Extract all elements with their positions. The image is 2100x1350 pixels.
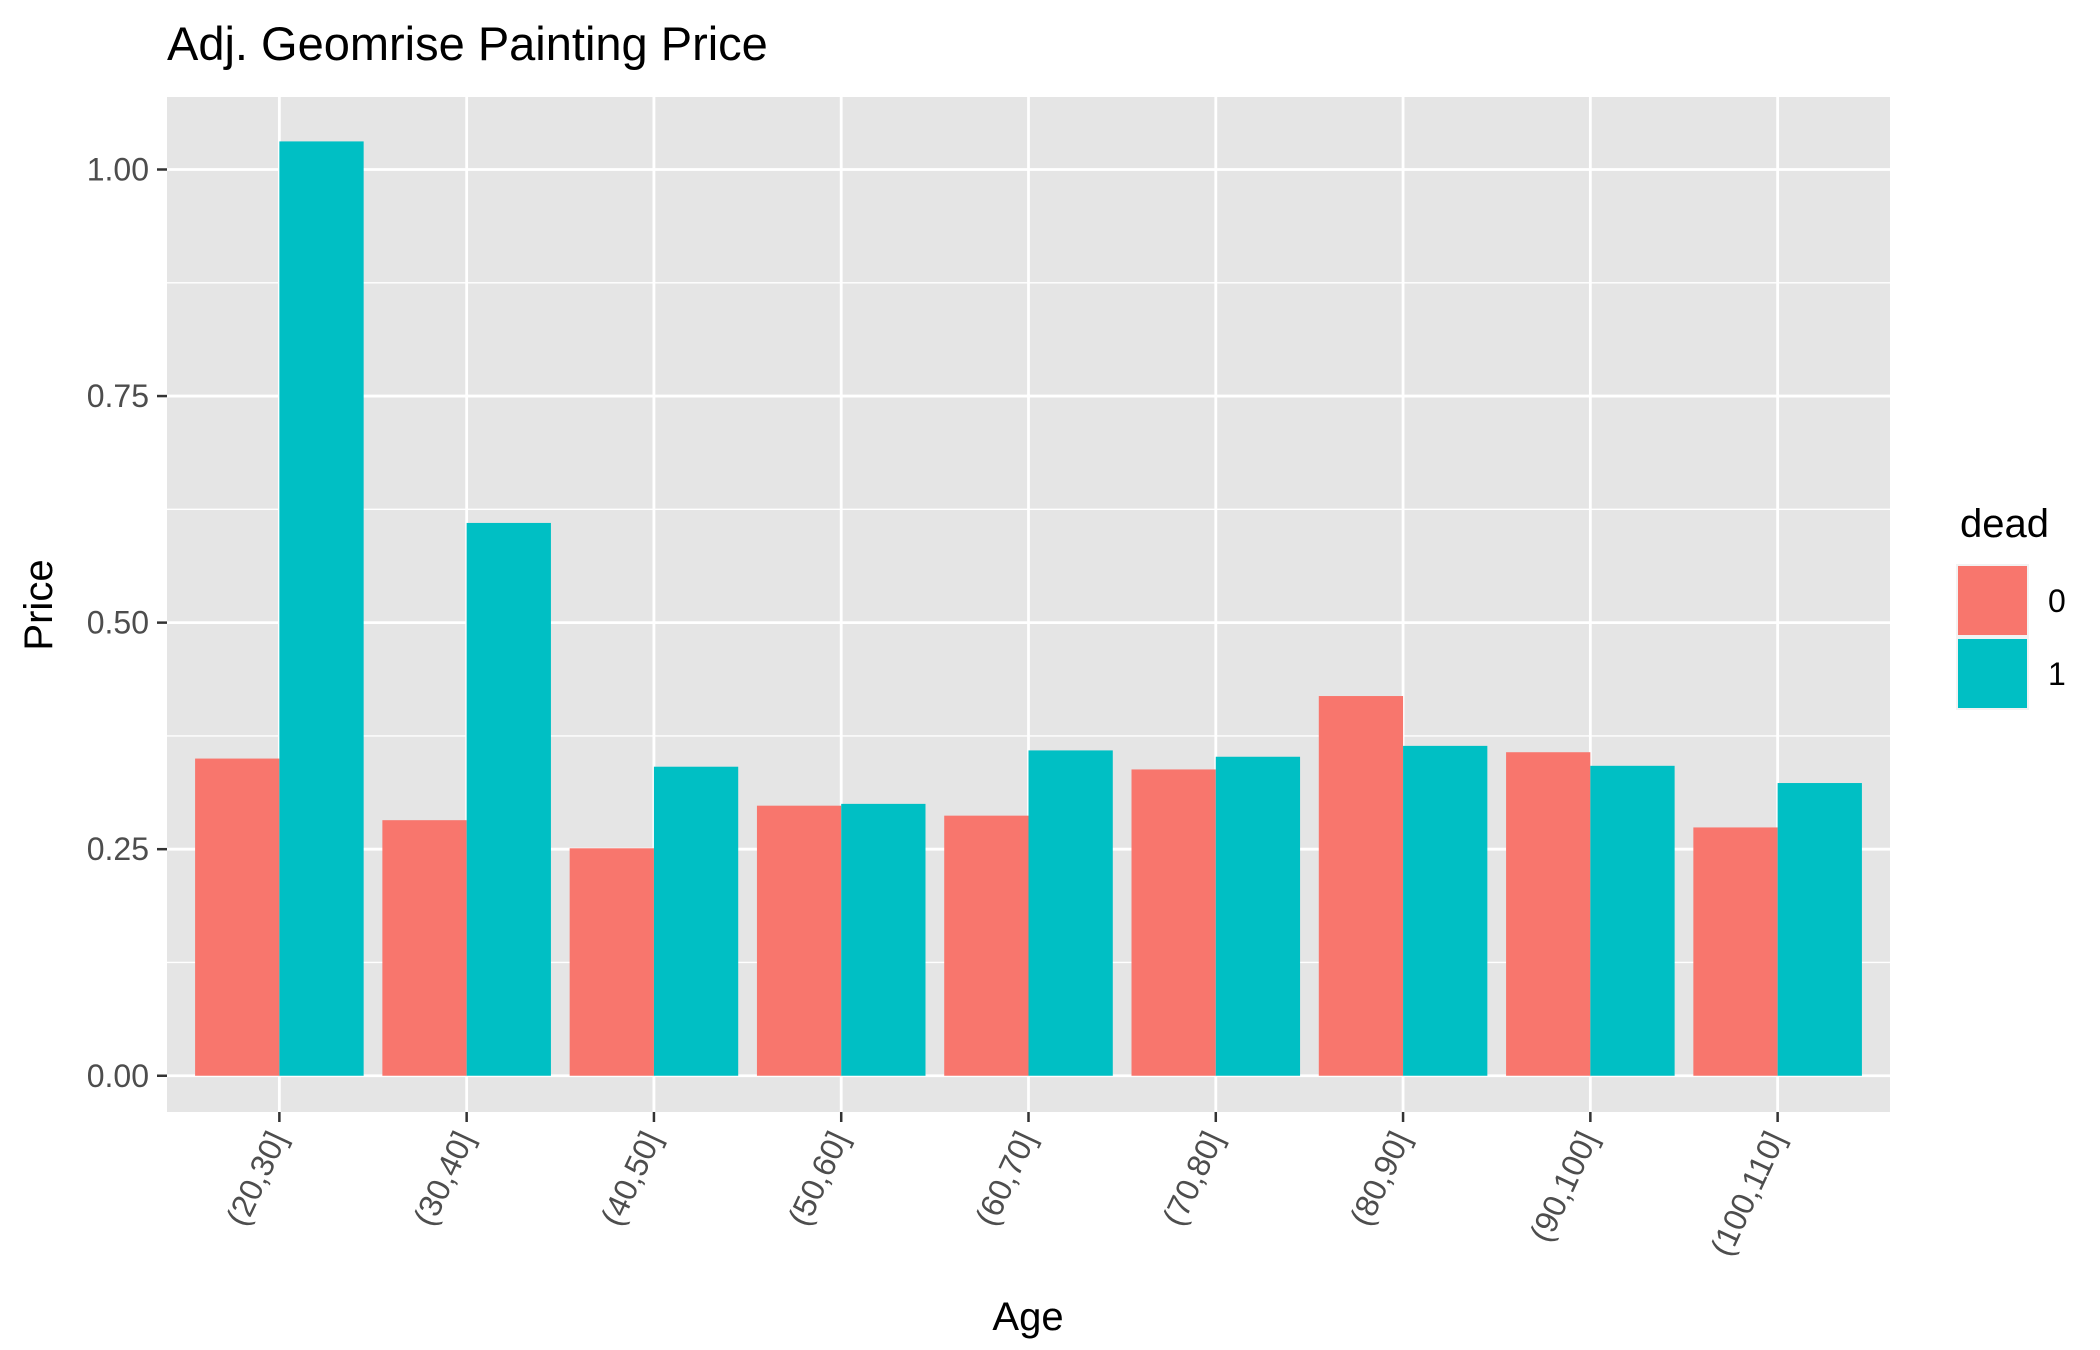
bar-series-1-8 (1777, 783, 1862, 1076)
bar-series-1-7 (1590, 765, 1675, 1076)
x-axis-title: Age (992, 1295, 1063, 1339)
x-tick-label: (100,110] (1703, 1126, 1792, 1262)
legend-label-0: 0 (2048, 583, 2066, 619)
bars-layer (195, 141, 1862, 1076)
y-tick-label: 1.00 (87, 152, 149, 188)
chart-title: Adj. Geomrise Painting Price (167, 17, 768, 70)
bar-series-1-1 (466, 522, 551, 1076)
y-axis-title: Price (17, 559, 61, 650)
bar-series-0-1 (382, 820, 467, 1076)
bar-series-0-0 (195, 758, 280, 1076)
x-tick-label: (60,70] (968, 1126, 1043, 1232)
x-tick-label: (50,60] (781, 1126, 856, 1232)
x-tick-label: (70,80] (1155, 1126, 1230, 1232)
y-tick-label: 0.25 (87, 831, 149, 867)
x-tick-label: (20,30] (219, 1126, 294, 1232)
bar-series-0-5 (1131, 769, 1216, 1076)
bar-series-0-2 (569, 848, 654, 1076)
bar-series-1-4 (1028, 750, 1113, 1076)
bar-series-0-6 (1318, 696, 1404, 1076)
y-tick-label: 0.75 (87, 378, 149, 414)
bar-series-0-7 (1506, 752, 1591, 1076)
bar-series-1-3 (841, 803, 926, 1076)
bar-series-1-5 (1215, 756, 1301, 1076)
legend-swatch-1 (1958, 639, 2027, 708)
legend-label-1: 1 (2048, 656, 2066, 692)
legend: dead 01 (1956, 502, 2066, 710)
y-tick-label: 0.00 (87, 1058, 149, 1094)
x-tick-label: (80,90] (1343, 1126, 1418, 1232)
x-tick-label: (90,100] (1522, 1126, 1604, 1248)
bar-series-1-6 (1403, 745, 1488, 1076)
legend-swatch-0 (1958, 566, 2027, 635)
bar-series-1-2 (653, 766, 739, 1076)
bar-series-0-4 (944, 815, 1029, 1076)
bar-series-0-3 (756, 805, 842, 1076)
bar-series-1-0 (279, 141, 364, 1076)
y-axis: 0.00 0.25 0.50 0.75 1.00 (87, 152, 167, 1094)
bar-series-0-8 (1693, 827, 1778, 1076)
legend-items: 01 (1956, 564, 2066, 710)
x-axis: (20,30] (30,40] (40,50] (50,60] (60,70] (70,8… (219, 1112, 1792, 1261)
x-tick-label: (30,40] (406, 1126, 481, 1232)
y-tick-label: 0.50 (87, 605, 149, 641)
x-tick-label: (40,50] (594, 1126, 669, 1232)
legend-title: dead (1960, 502, 2049, 546)
